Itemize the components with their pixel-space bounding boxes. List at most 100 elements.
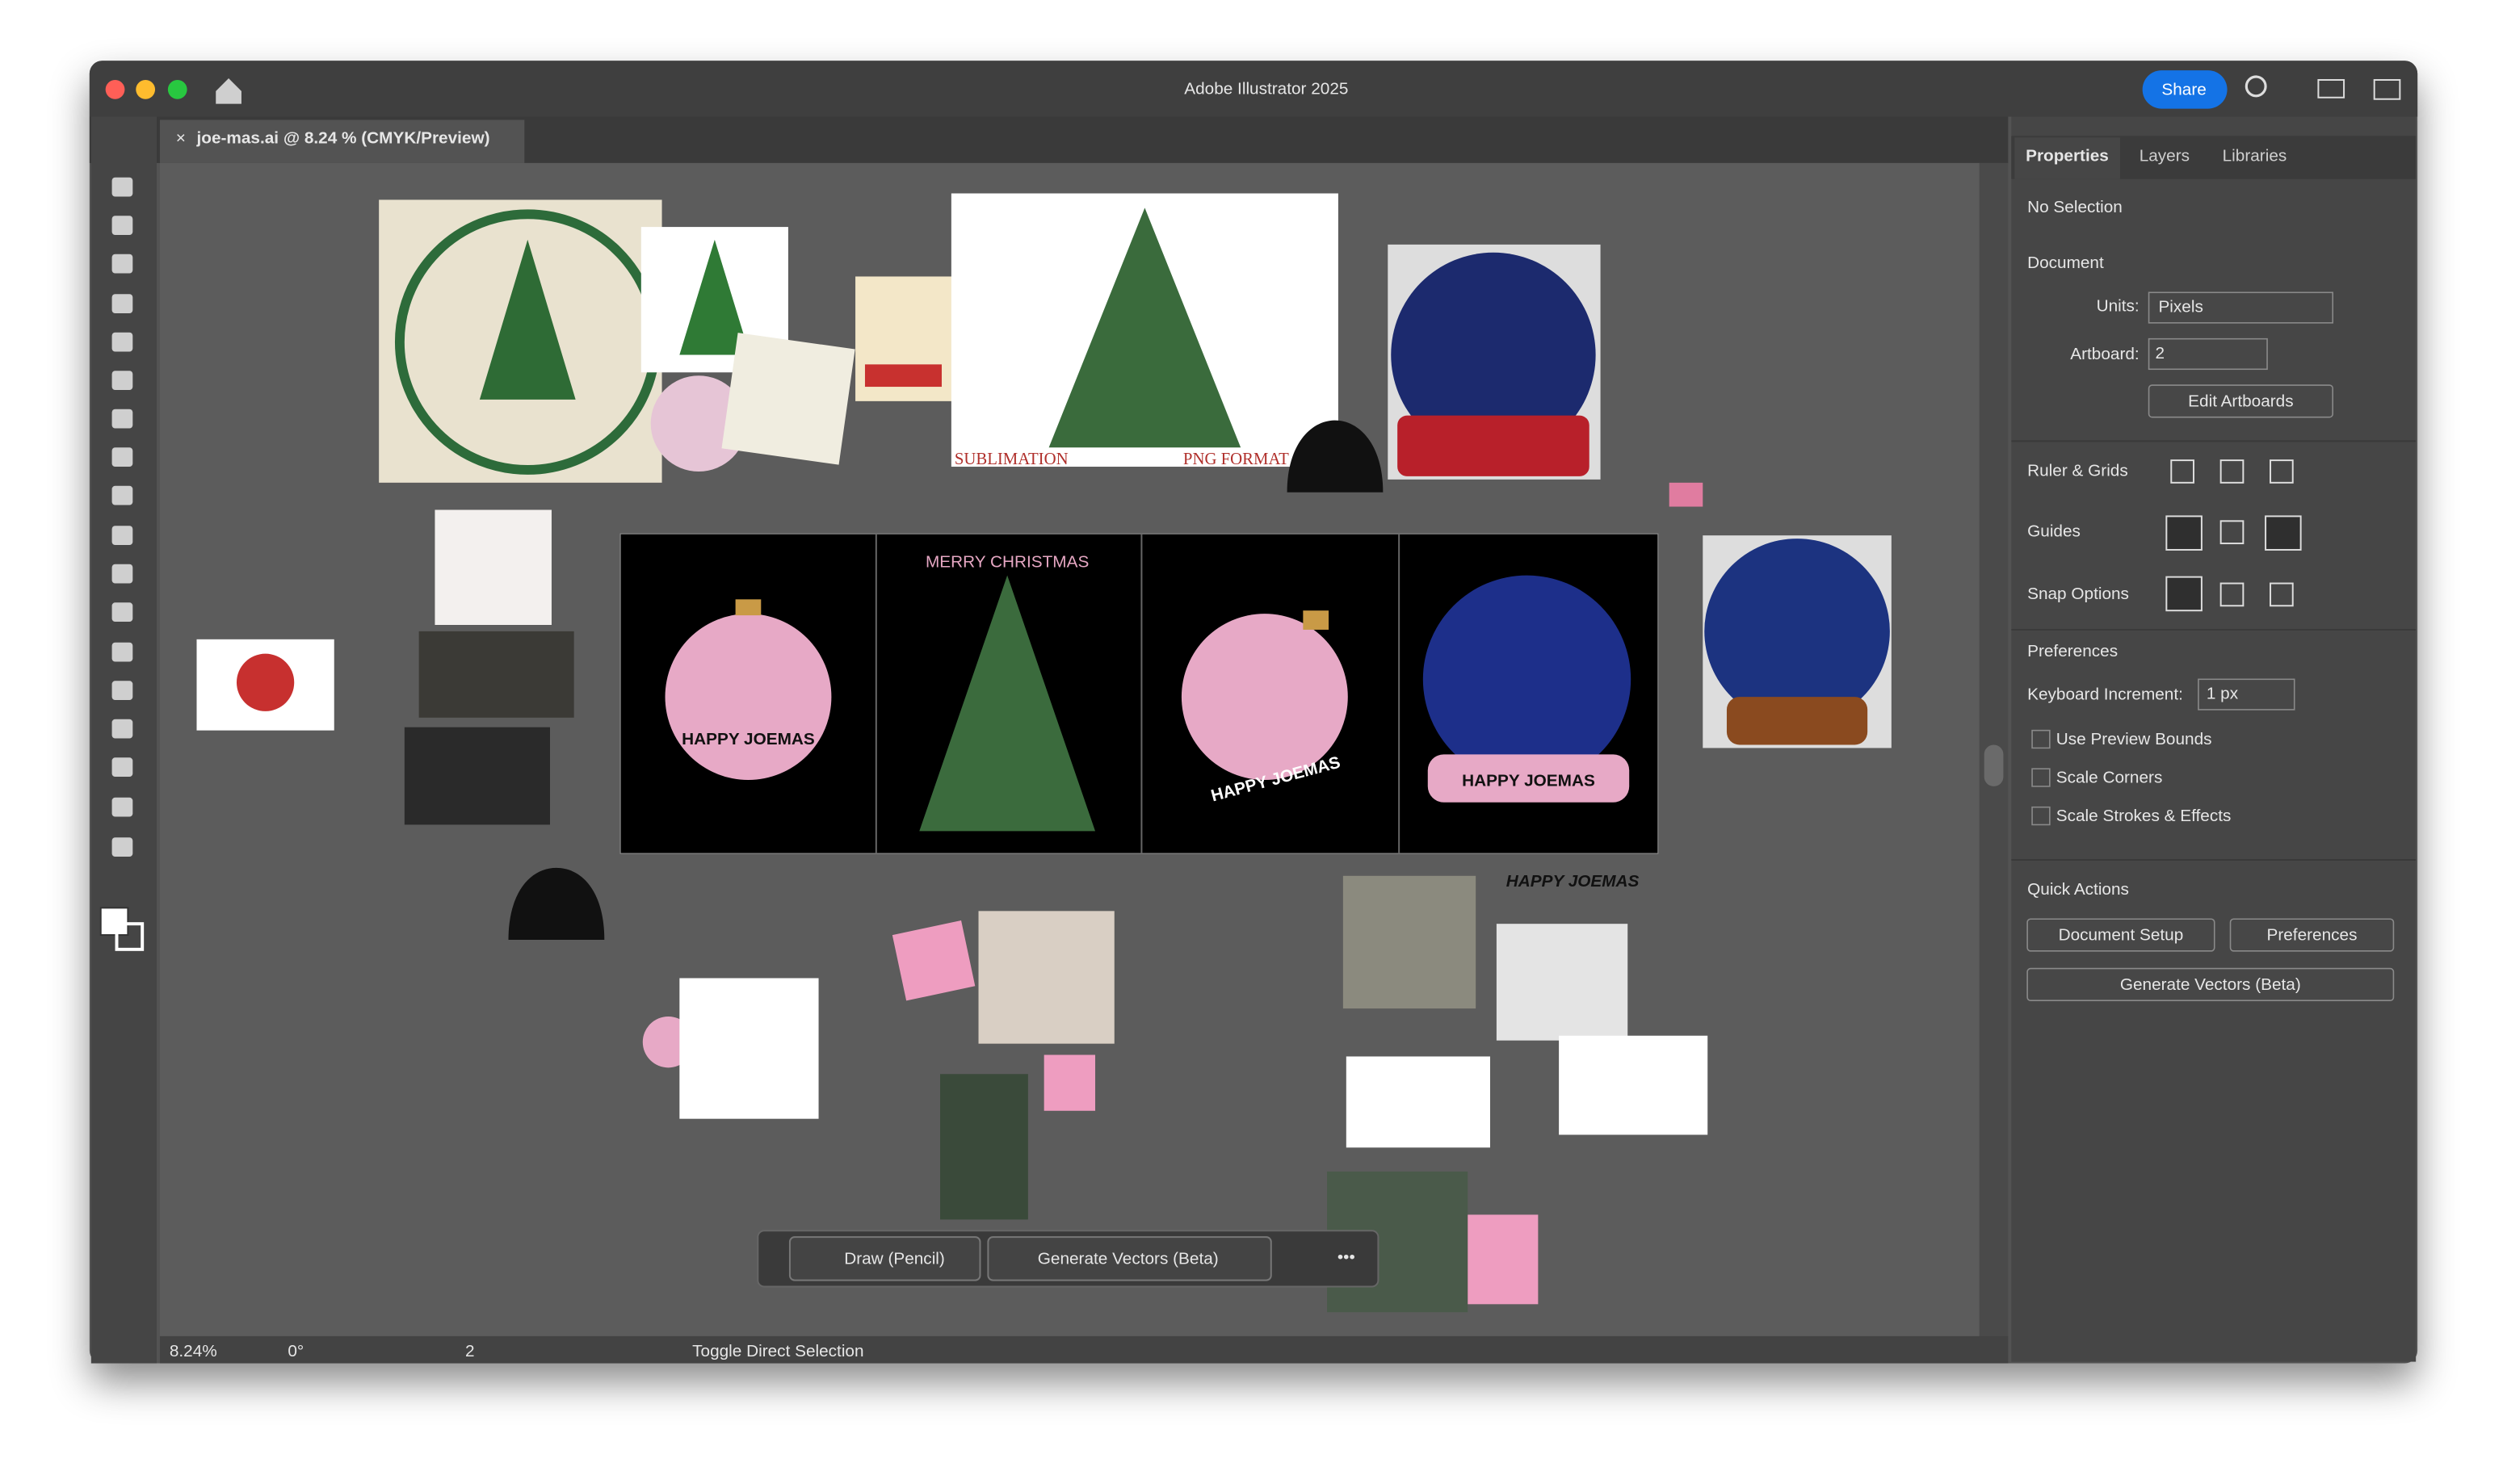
globe-sticker-art	[236, 653, 295, 711]
artwork-text: HAPPY JOEMAS	[682, 730, 815, 748]
checkbox-label: Use Preview Bounds	[2056, 730, 2212, 748]
section-title: Quick Actions	[2027, 880, 2129, 899]
tool-icon[interactable]	[111, 254, 133, 274]
pink-box	[892, 920, 976, 1001]
panel-tab[interactable]: Layers	[2140, 146, 2190, 165]
units-dropdown[interactable]	[2148, 291, 2334, 324]
share-button[interactable]	[2142, 70, 2228, 109]
zoom-field[interactable]: 8.24%	[170, 1342, 217, 1360]
artwork: SUBLIMATION PNG FORMAT 3 HAPPY JOEMAS ME…	[196, 193, 1892, 1313]
fill-swatch[interactable]	[99, 907, 129, 937]
section-title: Guides	[2027, 522, 2081, 541]
tool-icon[interactable]	[111, 837, 133, 857]
share-label: Share	[2161, 80, 2206, 99]
snap-icon[interactable]	[2165, 576, 2203, 612]
tool-icon[interactable]	[111, 294, 133, 313]
sticker-sheet	[435, 509, 552, 625]
gingerbread-photo	[1496, 924, 1628, 1041]
artwork-text: HAPPY JOEMAS	[1506, 872, 1640, 891]
ruler-icon[interactable]	[2170, 459, 2194, 484]
generate-vectors-panel-button[interactable]	[2026, 967, 2395, 1001]
pink-box	[1044, 1054, 1096, 1111]
pink-square	[1669, 482, 1703, 507]
selection-status: No Selection	[2027, 198, 2123, 216]
tool-icon[interactable]	[111, 642, 133, 662]
window-title: Adobe Illustrator 2025	[1184, 79, 1348, 98]
tree-shape	[479, 239, 576, 400]
section-title: Snap Options	[2027, 585, 2129, 603]
tool-icon[interactable]	[111, 216, 133, 235]
tool-icon[interactable]	[111, 526, 133, 546]
close-button[interactable]	[105, 79, 125, 99]
tool-icon[interactable]	[111, 409, 133, 429]
panel-tab[interactable]: Libraries	[2223, 146, 2287, 165]
section-title: Document	[2027, 254, 2104, 272]
ornament	[665, 614, 832, 781]
tool-icon[interactable]	[111, 719, 133, 739]
checkbox[interactable]	[2031, 729, 2051, 749]
panel-icon[interactable]	[2373, 78, 2401, 100]
search-icon[interactable]	[2245, 75, 2267, 98]
draw-pencil-button[interactable]	[788, 1236, 981, 1281]
snap-icon[interactable]	[2270, 582, 2294, 607]
tool-icon[interactable]	[111, 564, 133, 584]
artboard-field[interactable]: 2	[465, 1342, 475, 1360]
minimize-button[interactable]	[136, 79, 156, 99]
tool-icon[interactable]	[111, 177, 133, 197]
globe-base	[1397, 415, 1589, 476]
tool-icon[interactable]	[111, 757, 133, 778]
panel-tab[interactable]: Properties	[2026, 146, 2109, 165]
properties-panel	[2011, 116, 2417, 1362]
tool-icon[interactable]	[111, 681, 133, 701]
ornament	[1181, 614, 1348, 781]
tool-icon[interactable]	[111, 485, 133, 505]
tool-icon[interactable]	[111, 332, 133, 352]
document-setup-button[interactable]	[2026, 918, 2215, 952]
tool-icon[interactable]	[111, 447, 133, 467]
pink-bag	[1468, 1214, 1539, 1305]
small-plate	[721, 333, 855, 465]
rotation-field[interactable]: 0°	[288, 1342, 304, 1360]
preferences-button[interactable]	[2229, 918, 2395, 952]
photo	[978, 911, 1115, 1044]
stroke-swatch[interactable]	[115, 922, 145, 951]
status-bar	[159, 1335, 2009, 1364]
globe-base	[1726, 697, 1868, 745]
tab-close[interactable]: ×	[176, 129, 186, 148]
checkbox[interactable]	[2031, 768, 2051, 787]
checkbox-label: Scale Corners	[2056, 769, 2163, 787]
keyboard-increment-field[interactable]	[2198, 678, 2295, 711]
panel-tab-active	[2014, 137, 2120, 179]
tool-icon[interactable]	[111, 602, 133, 623]
workspace-icon[interactable]	[2317, 78, 2345, 99]
artboard-dropdown[interactable]	[2148, 337, 2268, 371]
draw-pencil-label: Draw (Pencil)	[844, 1249, 945, 1268]
grid-icon[interactable]	[2219, 459, 2245, 484]
photo	[1342, 875, 1476, 1009]
generate-vectors-button[interactable]	[987, 1236, 1272, 1281]
tools	[111, 177, 133, 857]
edit-artboards-button[interactable]	[2148, 384, 2334, 418]
silhouette	[1287, 420, 1384, 493]
more-button[interactable]: •••	[1337, 1247, 1355, 1266]
document-tab[interactable]	[159, 119, 525, 163]
scroll-thumb[interactable]	[1984, 744, 2004, 786]
artwork-text: SUBLIMATION	[955, 450, 1069, 468]
tool-icon[interactable]	[111, 371, 133, 391]
photo	[418, 631, 574, 718]
guides-icon[interactable]	[2165, 515, 2203, 551]
checkbox[interactable]	[2031, 806, 2051, 826]
current-tool: Toggle Direct Selection	[692, 1342, 863, 1360]
guides-icon[interactable]	[2265, 515, 2302, 551]
zoom-button[interactable]	[167, 79, 187, 99]
tool-icon[interactable]	[111, 797, 133, 817]
units-label: Units:	[2097, 297, 2140, 316]
guides-icon[interactable]	[2219, 520, 2245, 545]
sofa	[864, 364, 942, 388]
transparency-grid-icon[interactable]	[2270, 459, 2294, 484]
snap-icon[interactable]	[2219, 582, 2245, 607]
artboard-label: Artboard:	[2070, 345, 2139, 363]
globe-base	[1427, 754, 1630, 803]
